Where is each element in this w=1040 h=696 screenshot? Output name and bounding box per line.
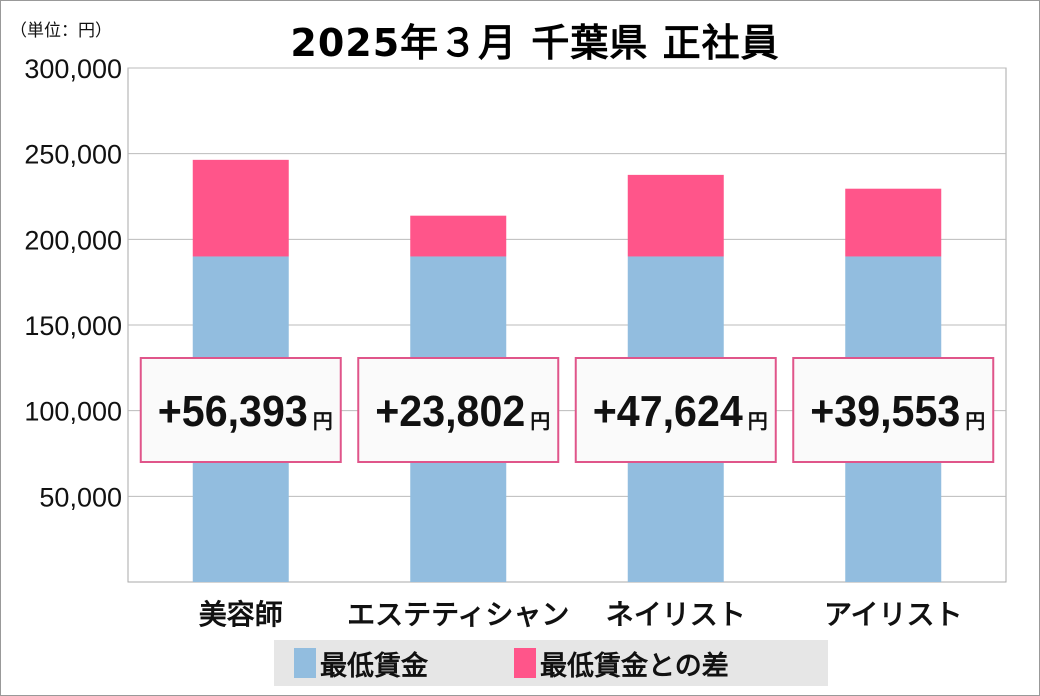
bar-difference [192,159,289,257]
data-label-unit: 円 [965,409,985,433]
data-label-value: +39,553 [810,387,960,436]
legend-label: 最低賃金 [320,650,429,682]
legend-swatch-min-wage [294,648,316,678]
legend [274,640,828,686]
x-category-label: ネイリスト [606,598,746,631]
legend-label: 最低賃金との差 [540,650,729,682]
data-label-box [574,357,777,463]
data-label-box [792,357,995,463]
data-label-unit: 円 [530,409,550,433]
y-tick-label: 200,000 [24,225,122,255]
data-label-box [357,357,560,463]
x-category-label: エステティシャン [347,598,569,631]
x-category-label: 美容師 [199,598,283,631]
data-label-value: +56,393 [158,387,308,436]
data-label-unit: 円 [313,409,333,433]
y-tick-label: 150,000 [24,311,122,341]
y-tick-label: 300,000 [24,54,122,84]
x-category-label: アイリスト [824,598,963,631]
y-tick-label: 250,000 [24,140,122,170]
data-label-box [139,357,342,463]
unit-label: （単位：円） [10,21,112,41]
bar-difference [410,215,507,257]
legend-swatch-difference [514,648,536,678]
bar-difference [627,174,724,257]
data-label-unit: 円 [748,409,768,433]
chart-title: 2025年３月 千葉県 正社員 [290,21,780,65]
data-label-value: +23,802 [375,387,525,436]
y-tick-label: 50,000 [39,482,122,512]
bar-difference [845,188,942,257]
y-tick-label: 100,000 [24,397,122,427]
data-label-value: +47,624 [593,387,743,436]
